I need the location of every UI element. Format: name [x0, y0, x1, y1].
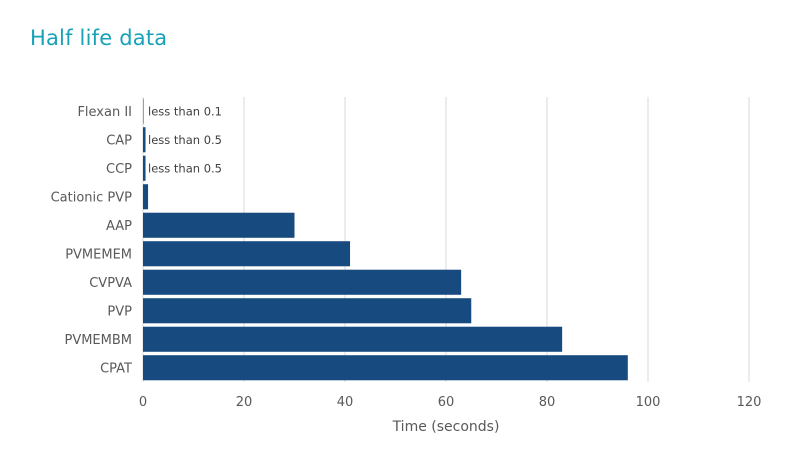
category-label: CCP: [106, 162, 132, 177]
data-label: less than 0.5: [148, 161, 222, 175]
x-tick-label: 120: [737, 395, 762, 410]
bar-cpat: [143, 355, 628, 381]
category-label: PVMEMBM: [64, 333, 132, 348]
x-tick-label: 40: [337, 395, 354, 410]
category-label: CAP: [106, 133, 132, 148]
x-axis-title: Time (seconds): [392, 419, 500, 435]
category-label: PVMEMEM: [65, 247, 132, 262]
bar-pvp: [143, 298, 472, 324]
labels: 0 20 40 60 80 100 120 Flexan II less than 0.1 CAP…: [51, 104, 762, 410]
category-label: PVP: [107, 304, 132, 319]
bar-pvmembm: [143, 326, 563, 352]
data-label: less than 0.1: [148, 104, 222, 118]
x-tick-label: 20: [236, 395, 253, 410]
category-label: CVPVA: [89, 276, 132, 291]
category-label: AAP: [106, 219, 132, 234]
bar-cvpva: [143, 269, 462, 295]
x-tick-label: 80: [539, 395, 556, 410]
bars: [143, 98, 628, 381]
data-label: less than 0.5: [148, 133, 222, 147]
bar-cationic-pvp: [143, 184, 149, 210]
category-label: CPAT: [100, 361, 132, 376]
x-tick-label: 100: [636, 395, 661, 410]
bar-pvmemem: [143, 241, 351, 267]
category-label: Flexan II: [77, 105, 132, 120]
x-tick-label: 60: [438, 395, 455, 410]
category-label: Cationic PVP: [51, 190, 133, 205]
bar-cap: [143, 127, 146, 153]
bar-flexan-ii: [143, 98, 144, 124]
bar-aap: [143, 212, 295, 238]
x-tick-label: 0: [139, 395, 147, 410]
chart-title: Half life data: [30, 26, 168, 50]
bar-ccp: [143, 155, 146, 181]
